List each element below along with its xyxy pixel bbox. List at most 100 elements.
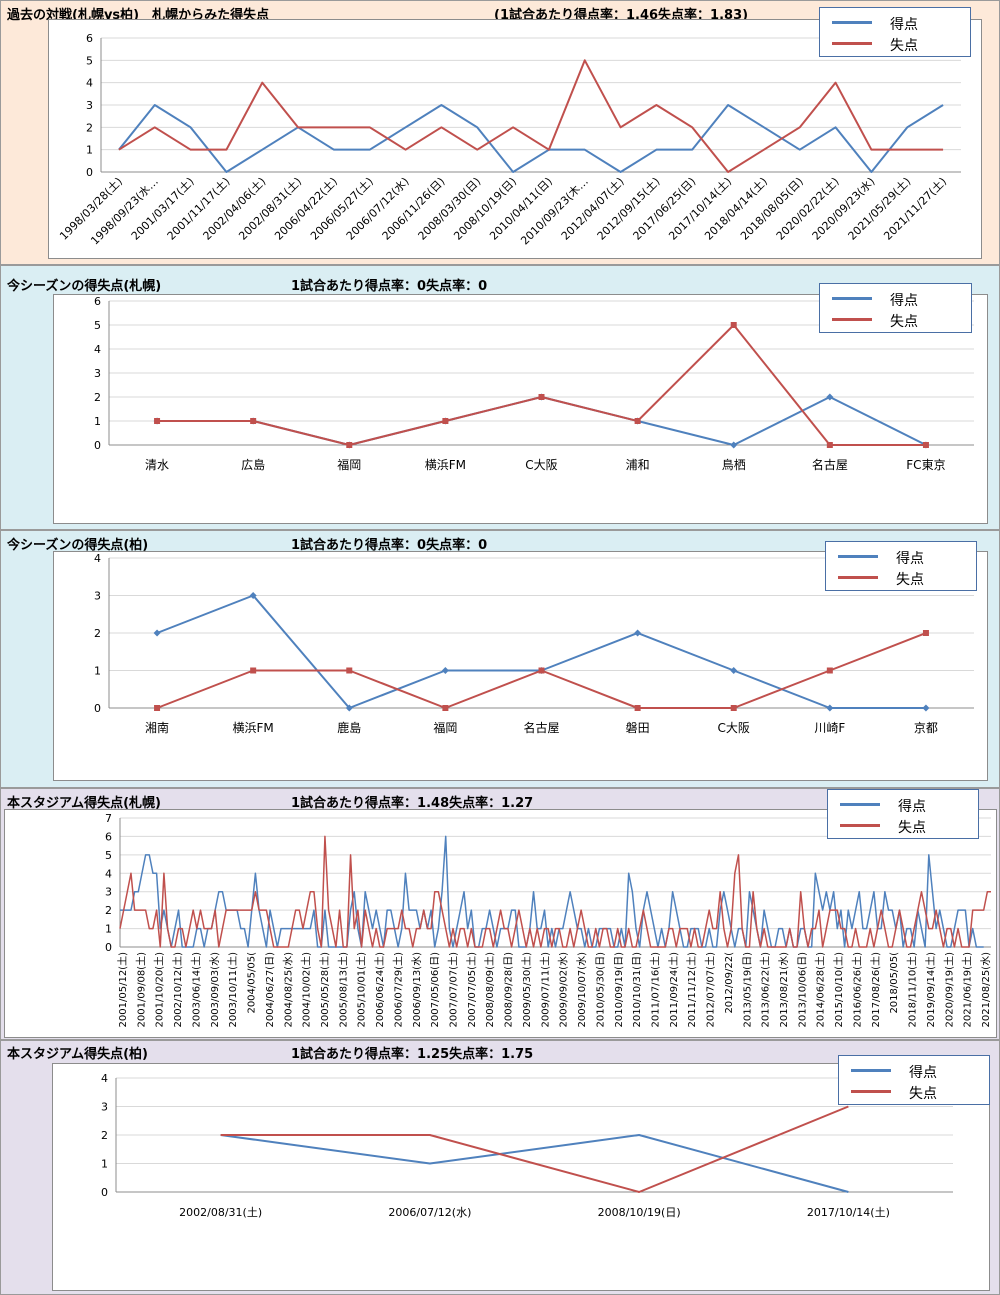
x-tick-label: 2013/10/06(日) [797, 952, 808, 1028]
conceded-point [154, 705, 161, 711]
season-sapporo-chart-svg: 0 1 2 3 4 5 6 清水 広島 福岡 横浜FM C大阪 浦和 鳥栖 名古屋 FC東京 [94, 295, 974, 472]
x-tick-label: 2006/09/13(水) [411, 952, 423, 1028]
x-tick-label: 名古屋 [523, 720, 559, 735]
x-tick-label: 2014/06/28(土) [814, 952, 827, 1028]
y-tick-label: 4 [105, 867, 112, 880]
season-kashiwa-legend: 得点 失点 [825, 541, 977, 591]
season-sapporo-title: 今シーズンの得失点(札幌) [7, 279, 162, 294]
x-tick-label: 2018/05/05( [889, 952, 900, 1014]
x-tick-label: 2009/09/02(水) [558, 952, 570, 1028]
legend-conceded-swatch [840, 824, 880, 827]
y-tick-label: 2 [94, 627, 101, 640]
x-tick-label: 2002/10/12(土) [171, 952, 184, 1028]
legend-conceded-swatch [838, 576, 878, 579]
x-tick-label: 2006/07/12(水) [388, 1206, 471, 1219]
y-tick-label: 5 [86, 54, 93, 67]
score-point [730, 667, 738, 674]
x-tick-label: 2017/10/14(土) [807, 1206, 890, 1219]
x-tick-label: 2012/07/07(土) [704, 952, 717, 1028]
x-tick-label: 2021/06/19(土) [961, 952, 974, 1028]
legend-score-swatch [832, 21, 872, 24]
conceded-point [730, 322, 737, 328]
score-series-line [118, 104, 944, 173]
y-tick-label: 0 [101, 1186, 108, 1199]
x-tick-label: 2005/08/13(土) [336, 952, 349, 1028]
score-point [826, 393, 834, 401]
y-tick-label: 1 [101, 1158, 108, 1171]
season-kashiwa-section: 今シーズンの得失点(柏) 1試合あたり得点率：0失点率：0 0 1 2 3 4 湘南 横浜F… [0, 530, 1000, 788]
score-point [153, 629, 161, 637]
y-tick-label: 0 [105, 941, 112, 954]
y-tick-label: 2 [105, 904, 112, 917]
x-tick-label: FC東京 [906, 458, 945, 472]
x-tick-label: 2020/02/22(土) [774, 175, 842, 243]
y-tick-label: 6 [86, 32, 93, 45]
y-tick-label: 0 [94, 702, 101, 715]
x-tick-label: 2020/09/19(土) [942, 952, 955, 1028]
legend-score-label: 得点 [909, 1065, 937, 1081]
season-sapporo-legend: 得点 失点 [819, 283, 972, 333]
x-tick-label: 浦和 [626, 458, 650, 472]
legend-score-swatch [832, 297, 872, 300]
x-tick-label: 2004/10/02(土) [300, 952, 313, 1028]
y-tick-label: 5 [105, 849, 112, 862]
y-tick-label: 1 [94, 665, 101, 678]
season-sapporo-rate: 1試合あたり得点率：0失点率：0 [291, 279, 488, 294]
y-tick-label: 3 [105, 886, 112, 899]
legend-score-label: 得点 [898, 799, 926, 815]
x-tick-label: 横浜FM [233, 721, 274, 735]
conceded-point [922, 442, 929, 448]
y-tick-label: 3 [94, 367, 101, 380]
y-tick-label: 3 [94, 590, 101, 603]
history-section: 過去の対戦(札幌vs柏) 札幌からみた得失点 (1試合あたり得点率：1.46失点… [0, 0, 1000, 265]
legend-score-label: 得点 [890, 293, 918, 309]
x-tick-label: 2002/04/06(土) [201, 175, 269, 243]
season-kashiwa-chart: 0 1 2 3 4 湘南 横浜FM 鹿島 福岡 名古屋 磐田 C大阪 川崎F 京都 [53, 551, 988, 781]
legend-conceded-label: 失点 [898, 820, 926, 836]
x-tick-label: 2009/10/07(水) [576, 952, 588, 1028]
x-tick-label: 2001/05/12(土) [116, 952, 129, 1028]
conceded-point [442, 418, 449, 424]
x-tick-label: 2011/07/16(土) [648, 952, 661, 1028]
x-tick-label: 2006/07/29(土) [391, 952, 404, 1028]
y-tick-label: 4 [101, 1072, 108, 1085]
x-tick-label: 2018/08/05(日) [738, 175, 806, 243]
y-tick-label: 3 [101, 1101, 108, 1114]
y-tick-label: 0 [86, 166, 93, 179]
x-tick-label: 2012/09/22( [724, 952, 735, 1014]
stadium-kashiwa-legend: 得点 失点 [838, 1055, 990, 1105]
x-tick-label: 2008/09/28(日) [504, 952, 515, 1028]
x-tick-label: 2006/11/26(日) [380, 175, 448, 243]
x-tick-label: 2017/08/26(土) [869, 952, 882, 1028]
score-point [922, 704, 930, 712]
y-tick-label: 3 [86, 99, 93, 112]
stadium-kashiwa-chart: 0 1 2 3 4 2002/08/31(土) 2006/07/12(水) 2008/10/1… [52, 1063, 990, 1291]
x-tick-label: 広島 [241, 457, 265, 472]
x-tick-label: 2021/11/27(土) [881, 175, 949, 243]
x-tick-label: 2020/09/23(水) [810, 175, 878, 243]
conceded-point [250, 418, 257, 424]
x-tick-label: 2006/07/12(水) [344, 175, 412, 243]
x-tick-label: 2010/09/19(日) [614, 952, 625, 1028]
x-tick-label: 鹿島 [337, 720, 361, 735]
y-tick-label: 4 [94, 552, 101, 565]
x-tick-label: 2005/10/01(土) [355, 952, 368, 1028]
x-tick-label: 湘南 [145, 720, 169, 735]
x-tick-label: 2003/06/14(土) [189, 952, 202, 1028]
score-point [249, 592, 257, 599]
stadium-kashiwa-title: 本スタジアム得失点(柏) [7, 1047, 148, 1062]
x-tick-label: 2010/05/30(日) [595, 952, 606, 1028]
season-kashiwa-chart-svg: 0 1 2 3 4 湘南 横浜FM 鹿島 福岡 名古屋 磐田 C大阪 川崎F 京都 [94, 552, 974, 735]
x-tick-label: 2004/08/25(水) [282, 952, 294, 1028]
conceded-point [730, 705, 737, 711]
x-tick-label: 2007/05/06(日) [430, 952, 441, 1028]
x-tick-label: 2001/09/08(土) [134, 952, 147, 1028]
conceded-point [538, 667, 545, 674]
x-tick-label: 2012/04/07(土) [559, 175, 627, 243]
conceded-point [154, 418, 161, 424]
x-tick-label: 1998/03/28(土) [57, 175, 125, 243]
stadium-sapporo-legend: 得点 失点 [827, 789, 979, 839]
x-tick-label: 2018/11/10(土) [906, 952, 919, 1028]
conceded-point [346, 667, 353, 674]
x-tick-label: 2019/09/14(土) [924, 952, 937, 1028]
